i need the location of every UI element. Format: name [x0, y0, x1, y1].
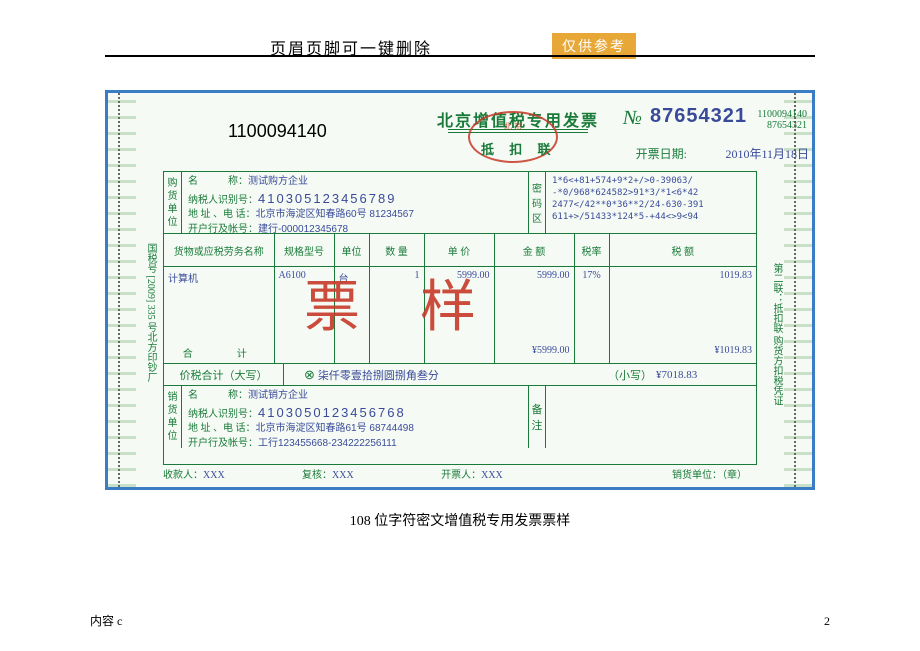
col-unit: 单位	[334, 234, 369, 267]
col-amount: 金 额	[494, 234, 574, 267]
seller-row: 销货单位 名 称：测试销方企业 纳税人识别号：4103050123456768 …	[164, 386, 756, 448]
cipher-box: 1*6<+81+574+9*2+/>0-39063/ -*0/968*62458…	[546, 172, 756, 233]
cipher-label: 密码区	[528, 172, 546, 233]
invoice-body: 购货单位 名 称：测试购方企业 纳税人识别号：410305123456789 地…	[163, 171, 757, 465]
cell-qty: 1	[369, 267, 424, 289]
items-table: 货物或应税劳务名称 规格型号 单位 数 量 单 价 金 额 税率 税 额 计算机…	[164, 234, 756, 363]
seller-addr-value: 北京市海淀区知春路61号 68744498	[256, 423, 414, 434]
cell-price: 5999.00	[424, 267, 494, 289]
table-row	[164, 306, 756, 324]
invoice-no-label: №	[623, 107, 642, 130]
buyer-addr-value: 北京市海淀区知春路60号 81234567	[256, 209, 414, 220]
code-r1: 1100094140	[757, 109, 807, 120]
buyer-name-value: 测试购方企业	[248, 176, 308, 187]
total-cn-text: 柒仟零壹拾捌圆捌角叁分	[318, 370, 439, 382]
payee-label: 收款人：	[163, 470, 203, 481]
seller-addr-label: 地 址 、电 话：	[188, 423, 256, 434]
col-rate: 税率	[574, 234, 609, 267]
col-tax: 税 额	[609, 234, 756, 267]
col-spec: 规格型号	[274, 234, 334, 267]
codes-right: 1100094140 87654321	[757, 109, 807, 131]
total-row: 价税合计（大写） ⊗柒仟零壹拾捌圆捌角叁分 （小写） ¥7018.83	[164, 364, 756, 386]
sum-label: 合 计	[164, 342, 274, 363]
buyer-taxid-value: 410305123456789	[258, 191, 396, 206]
cipher-line: 2477</42**0*36**2/24-630-391	[552, 199, 750, 211]
seller-info: 名 称：测试销方企业 纳税人识别号：4103050123456768 地 址 、…	[182, 386, 528, 448]
seller-name-label: 名 称：	[188, 390, 248, 401]
total-cn-label: 价税合计（大写）	[164, 364, 284, 385]
cell-rate: 17%	[574, 267, 609, 289]
buyer-taxid-label: 纳税人识别号：	[188, 195, 258, 206]
table-header-row: 货物或应税劳务名称 规格型号 单位 数 量 单 价 金 额 税率 税 额	[164, 234, 756, 267]
perforation-left	[108, 93, 136, 487]
footer-right: 2	[824, 614, 830, 629]
total-num-value: ¥7018.83	[656, 369, 756, 381]
drawer-label: 开票人：	[441, 470, 481, 481]
note-label: 备注	[528, 386, 546, 448]
copy-label: 抵 扣 联	[481, 139, 557, 158]
seller-bank-value: 工行123455668-234222256111	[258, 438, 397, 449]
total-num-label: （小写）	[604, 367, 656, 383]
seller-name-value: 测试销方企业	[248, 390, 308, 401]
col-price: 单 价	[424, 234, 494, 267]
side-text-left: 国税号 [2009] 335 号北方印钞厂	[138, 243, 156, 382]
items-row: 货物或应税劳务名称 规格型号 单位 数 量 单 价 金 额 税率 税 额 计算机…	[164, 234, 756, 364]
reviewer-value: XXX	[332, 470, 354, 481]
cell-spec: A6100	[274, 267, 334, 289]
cell-tax: 1019.83	[609, 267, 756, 289]
sum-amount: ¥5999.00	[494, 342, 574, 363]
side-text-right: 第二联：抵扣联 购货方扣税凭证	[764, 263, 782, 406]
signature-row: 收款人：XXX 复核：XXX 开票人：XXX 销货单位：（章）	[163, 466, 757, 481]
buyer-row: 购货单位 名 称：测试购方企业 纳税人识别号：410305123456789 地…	[164, 172, 756, 234]
payee-value: XXX	[203, 470, 225, 481]
table-row	[164, 324, 756, 342]
invoice-header: 1100094140 北京增值税专用发票 抵 扣 联 № 87654321 11…	[163, 101, 757, 171]
buyer-addr-label: 地 址 、电 话：	[188, 209, 256, 220]
cell-unit: 台	[334, 267, 369, 289]
cipher-line: -*0/968*624582>91*3/*1<6*42	[552, 187, 750, 199]
header-rule	[105, 55, 815, 57]
seller-seal-label: 销货单位：（章）	[672, 470, 747, 481]
code-r2: 87654321	[757, 120, 807, 131]
seller-bank-label: 开户行及帐号：	[188, 438, 258, 449]
col-qty: 数 量	[369, 234, 424, 267]
buyer-info: 名 称：测试购方企业 纳税人识别号：410305123456789 地 址 、电…	[182, 172, 528, 233]
sum-tax: ¥1019.83	[609, 342, 756, 363]
issue-date-label: 开票日期:	[636, 145, 687, 162]
footer-left: 内容 c	[90, 612, 122, 629]
drawer-value: XXX	[481, 470, 503, 481]
sum-row: 合 计 ¥5999.00 ¥1019.83	[164, 342, 756, 363]
cipher-line: 611+>/51433*124*5-+44<>9<94	[552, 211, 750, 223]
seller-taxid-value: 4103050123456768	[258, 405, 406, 420]
buyer-section-label: 购货单位	[164, 172, 182, 233]
seller-taxid-label: 纳税人识别号：	[188, 409, 258, 420]
invoice-sample: 国税号 [2009] 335 号北方印钞厂 第二联：抵扣联 购货方扣税凭证 11…	[105, 90, 815, 490]
table-row: 计算机 A6100 台 1 5999.00 5999.00 17% 1019.8…	[164, 267, 756, 289]
cipher-line: 1*6<+81+574+9*2+/>0-39063/	[552, 175, 750, 187]
issue-date-value: 2010年11月18日	[725, 145, 809, 162]
invoice-code-left: 1100094140	[228, 121, 327, 142]
total-cn-value: ⊗柒仟零壹拾捌圆捌角叁分	[284, 367, 604, 383]
col-name: 货物或应税劳务名称	[164, 234, 274, 267]
buyer-name-label: 名 称：	[188, 176, 248, 187]
note-box	[546, 386, 756, 448]
otimes-icon: ⊗	[304, 367, 315, 382]
figure-caption: 108 位字符密文增值税专用发票票样	[0, 510, 920, 530]
invoice-no-value: 87654321	[650, 105, 747, 128]
seller-section-label: 销货单位	[164, 386, 182, 448]
reviewer-label: 复核：	[302, 470, 332, 481]
cell-name: 计算机	[164, 267, 274, 289]
cell-amount: 5999.00	[494, 267, 574, 289]
table-row	[164, 288, 756, 306]
